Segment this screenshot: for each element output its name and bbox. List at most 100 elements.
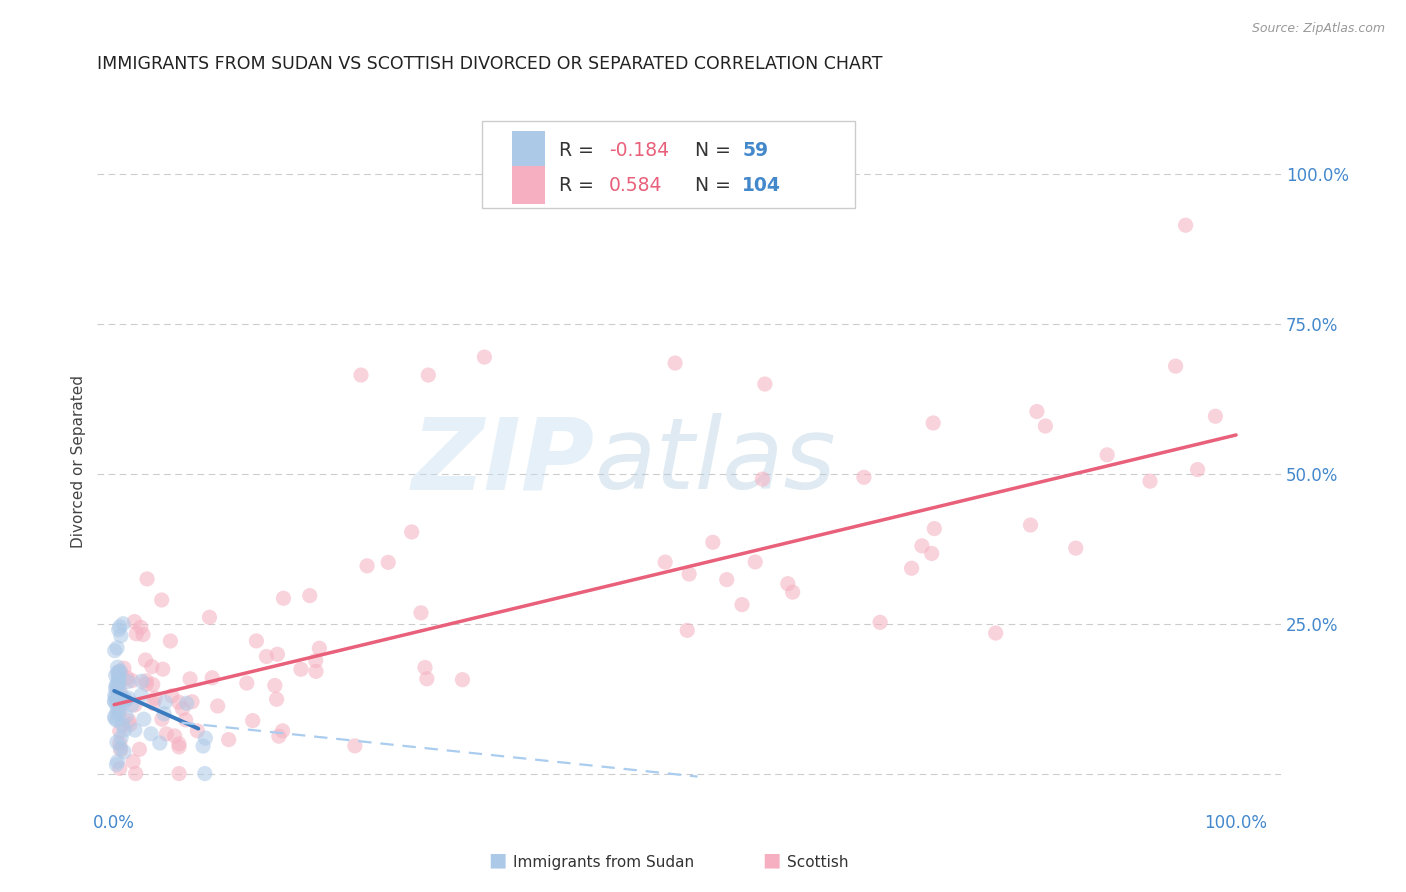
Point [256, 649, 278, 664]
Point [1139, 474, 1161, 488]
Point [122, 755, 145, 769]
Point [869, 615, 891, 630]
Point [107, 623, 129, 637]
Point [108, 705, 131, 719]
Point [129, 620, 152, 634]
Point [108, 704, 131, 718]
Point [124, 723, 146, 737]
Point [105, 714, 128, 728]
Point [115, 671, 138, 685]
Point [110, 664, 132, 678]
Point [134, 653, 156, 667]
Point [179, 672, 201, 686]
Point [135, 677, 157, 691]
Point [111, 717, 134, 731]
Point [128, 742, 150, 756]
Point [108, 620, 131, 634]
Point [163, 729, 186, 743]
Point [124, 615, 146, 629]
Point [105, 640, 128, 655]
Point [105, 706, 128, 720]
Point [110, 743, 132, 757]
Point [112, 616, 135, 631]
Point [110, 686, 132, 700]
Point [191, 739, 214, 753]
Point [236, 676, 259, 690]
Point [852, 470, 875, 484]
Point [124, 698, 146, 712]
Point [132, 627, 155, 641]
Point [194, 766, 217, 780]
Point [273, 591, 295, 606]
Point [149, 736, 172, 750]
Point [107, 665, 129, 680]
Point [911, 539, 934, 553]
Point [108, 724, 131, 739]
Point [114, 723, 136, 737]
Point [176, 696, 198, 710]
Point [218, 732, 240, 747]
Point [266, 692, 288, 706]
Point [744, 555, 766, 569]
Point [194, 731, 217, 745]
Point [108, 736, 131, 750]
Y-axis label: Divorced or Separated: Divorced or Separated [72, 376, 86, 549]
Point [1095, 448, 1118, 462]
Point [105, 757, 128, 772]
Point [716, 573, 738, 587]
Point [664, 356, 686, 370]
Point [107, 660, 129, 674]
Point [142, 697, 165, 711]
Text: 104: 104 [742, 176, 782, 194]
Point [242, 714, 264, 728]
Point [104, 681, 127, 695]
Point [350, 368, 373, 382]
Point [167, 737, 190, 751]
Point [118, 714, 141, 728]
Point [105, 691, 128, 706]
Point [1033, 419, 1056, 434]
Point [141, 659, 163, 673]
Point [104, 694, 127, 708]
Point [678, 567, 700, 582]
Point [305, 665, 328, 679]
Point [751, 472, 773, 486]
FancyBboxPatch shape [482, 121, 855, 208]
Point [201, 671, 224, 685]
Point [245, 634, 267, 648]
Point [1174, 218, 1197, 232]
Point [105, 700, 128, 714]
Point [922, 416, 945, 430]
Point [110, 629, 132, 643]
Point [107, 680, 129, 694]
Point [409, 606, 432, 620]
Point [416, 672, 439, 686]
Point [129, 688, 152, 702]
Point [924, 522, 946, 536]
Point [308, 641, 330, 656]
Point [676, 624, 699, 638]
Point [266, 647, 288, 661]
Point [135, 673, 157, 688]
Point [160, 689, 183, 703]
Point [108, 761, 131, 775]
Point [104, 643, 127, 657]
Point [124, 766, 146, 780]
Point [131, 674, 153, 689]
Point [1187, 462, 1209, 476]
Point [298, 589, 321, 603]
Point [112, 661, 135, 675]
Point [104, 689, 127, 703]
Point [121, 673, 143, 688]
Point [413, 660, 436, 674]
Point [1204, 409, 1226, 424]
Text: -0.184: -0.184 [609, 141, 669, 160]
Point [271, 723, 294, 738]
Point [107, 674, 129, 689]
Point [142, 677, 165, 691]
Text: Immigrants from Sudan: Immigrants from Sudan [513, 855, 695, 870]
Point [153, 695, 176, 709]
Point [181, 695, 204, 709]
Point [117, 691, 139, 706]
Point [103, 695, 125, 709]
